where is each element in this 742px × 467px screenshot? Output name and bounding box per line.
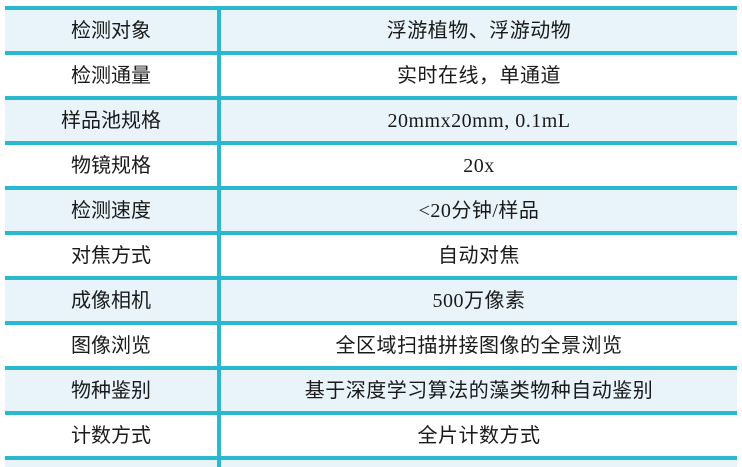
spec-value-cell: 全区域扫描拼接图像的全景浏览 (335, 334, 623, 357)
table-row: 检测速度 <20分钟/样品 (5, 190, 737, 235)
table-row: 成像相机 500万像素 (5, 280, 737, 325)
spec-table: 检测对象 浮游植物、浮游动物 检测通量 实时在线，单通道 样品池规格 20mmx… (5, 6, 737, 467)
table-row: 图像浏览 全区域扫描拼接图像的全景浏览 (5, 325, 737, 370)
spec-value-cell (221, 460, 737, 467)
table-row: 样品池规格 20mmx20mm, 0.1mL (5, 100, 737, 145)
spec-label-cell: 检测通量 (5, 55, 221, 96)
spec-label-cell: 样品池规格 (5, 100, 221, 141)
spec-label-cell: 对焦方式 (5, 235, 221, 276)
spec-label-cell: 物镜规格 (5, 145, 221, 186)
spec-label-cell: 计数方式 (5, 415, 221, 456)
spec-value-cell: 20x (463, 154, 495, 177)
spec-label-cell: 检测对象 (5, 10, 221, 51)
spec-value-cell: 全片计数方式 (417, 424, 541, 447)
spec-label-cell: 成像相机 (5, 280, 221, 321)
table-row: 对焦方式 自动对焦 (5, 235, 737, 280)
spec-value-cell: <20分钟/样品 (418, 199, 540, 222)
spec-label-cell: 检测速度 (5, 190, 221, 231)
spec-value-cell: 500万像素 (432, 289, 526, 312)
spec-label-cell: 图像浏览 (5, 325, 221, 366)
table-row: 计数方式 全片计数方式 (5, 415, 737, 460)
spec-value-cell: 基于深度学习算法的藻类物种自动鉴别 (304, 379, 654, 402)
spec-value-cell: 浮游植物、浮游动物 (386, 19, 572, 42)
spec-label-cell: 物种鉴别 (5, 370, 221, 411)
table-row: 检测通量 实时在线，单通道 (5, 55, 737, 100)
spec-label-cell (5, 460, 221, 467)
spec-value-cell: 自动对焦 (438, 244, 520, 267)
table-row: 物种鉴别 基于深度学习算法的藻类物种自动鉴别 (5, 370, 737, 415)
table-row (5, 460, 737, 467)
spec-value-cell: 20mmx20mm, 0.1mL (387, 109, 571, 132)
table-row: 检测对象 浮游植物、浮游动物 (5, 10, 737, 55)
spec-value-cell: 实时在线，单通道 (397, 64, 561, 87)
table-row: 物镜规格 20x (5, 145, 737, 190)
